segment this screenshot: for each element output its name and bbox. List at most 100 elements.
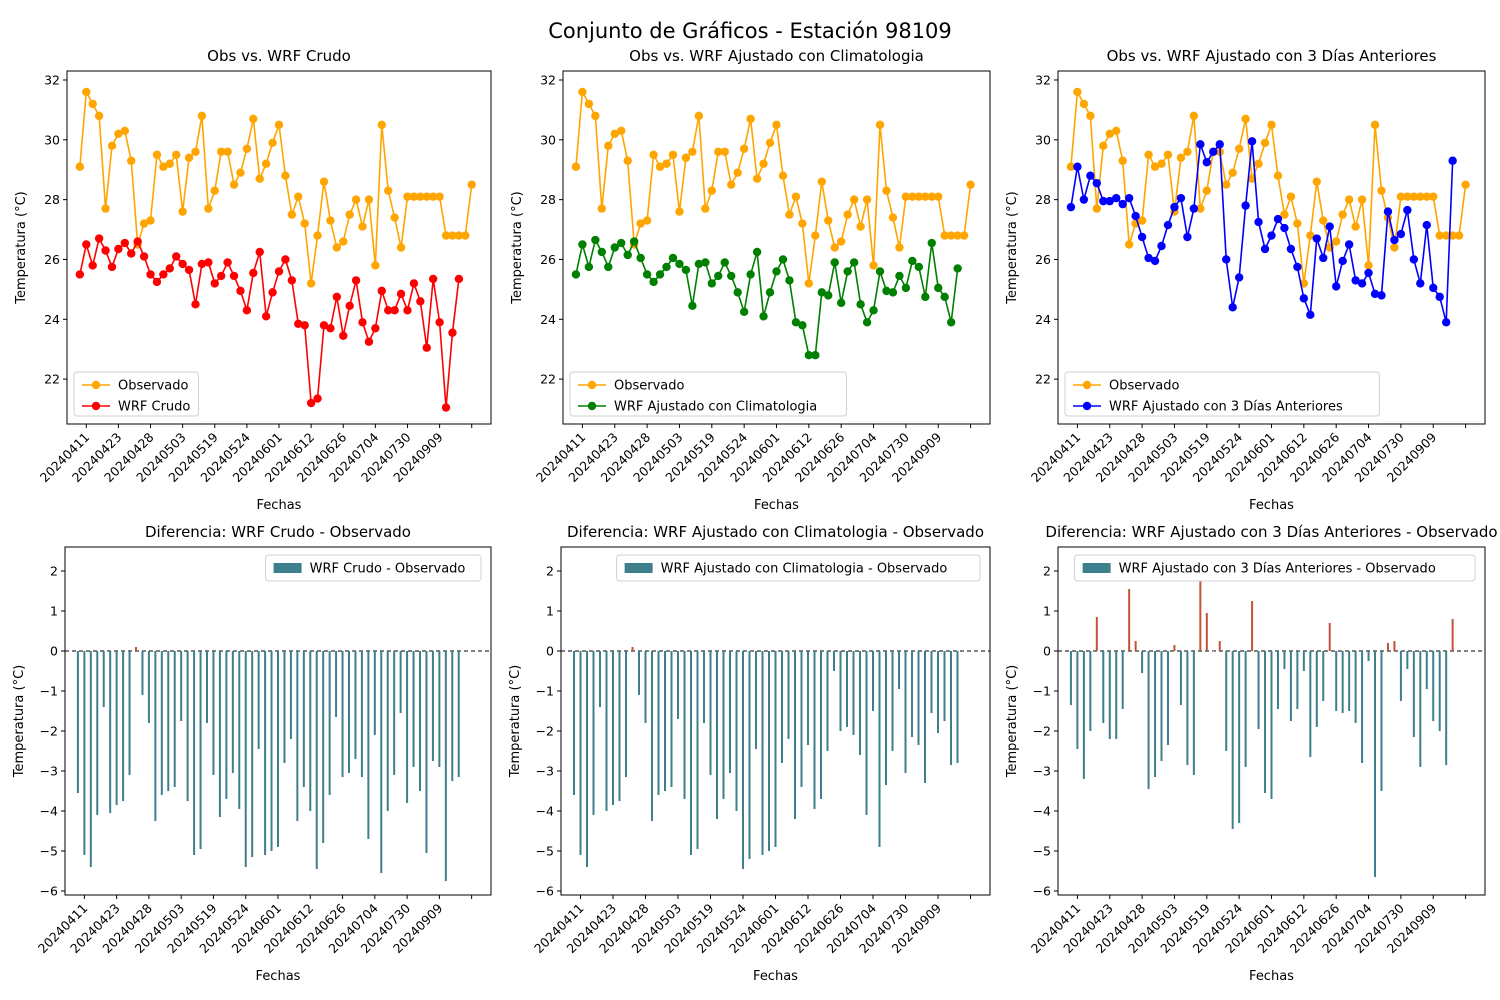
data-bar bbox=[283, 651, 286, 763]
data-point bbox=[82, 240, 91, 249]
data-bar bbox=[393, 651, 396, 775]
data-point bbox=[856, 222, 865, 231]
data-point bbox=[255, 247, 264, 257]
legend-box bbox=[1074, 554, 1476, 582]
data-bar bbox=[748, 651, 751, 859]
data-bar bbox=[651, 651, 653, 821]
data-bar bbox=[1141, 651, 1144, 673]
legend-marker bbox=[1082, 380, 1092, 390]
data-point bbox=[184, 153, 194, 162]
data-bar bbox=[657, 651, 660, 795]
data-point bbox=[733, 288, 742, 297]
data-bar bbox=[1451, 619, 1454, 651]
data-bar bbox=[1160, 651, 1163, 761]
data-bar bbox=[846, 651, 848, 727]
data-point bbox=[836, 298, 846, 308]
data-point bbox=[746, 270, 755, 279]
data-point bbox=[623, 250, 632, 260]
data-point bbox=[617, 238, 626, 248]
data-point bbox=[281, 171, 290, 180]
data-point bbox=[274, 267, 284, 276]
data-bar bbox=[1231, 651, 1234, 829]
data-bar bbox=[943, 651, 946, 721]
data-point bbox=[229, 180, 239, 189]
data-point bbox=[1254, 159, 1263, 168]
x-axis-label: Fechas bbox=[753, 969, 798, 984]
data-point bbox=[869, 261, 878, 270]
plot-frame bbox=[560, 546, 991, 896]
data-point bbox=[1409, 255, 1419, 264]
data-point bbox=[1150, 162, 1160, 171]
data-point bbox=[727, 180, 736, 189]
data-point bbox=[146, 270, 155, 279]
data-bar bbox=[173, 651, 176, 787]
y-tick-label: −2 bbox=[1033, 724, 1051, 739]
data-point bbox=[1293, 262, 1302, 272]
data-point bbox=[927, 238, 936, 248]
data-bar bbox=[677, 651, 679, 719]
y-tick-label: 2 bbox=[50, 564, 58, 579]
data-point bbox=[384, 306, 393, 315]
data-point bbox=[1092, 204, 1102, 213]
data-point bbox=[1247, 137, 1257, 146]
data-bar bbox=[683, 651, 686, 799]
y-tick-label: −1 bbox=[1033, 684, 1051, 699]
data-point bbox=[364, 337, 374, 346]
data-point bbox=[1280, 223, 1289, 233]
legend-label: WRF Ajustado con 3 Días Anteriores bbox=[1109, 400, 1343, 415]
data-bar bbox=[833, 651, 835, 671]
data-point bbox=[165, 264, 174, 273]
data-bar bbox=[257, 651, 260, 749]
legend-marker bbox=[587, 380, 597, 390]
data-point bbox=[1331, 237, 1341, 246]
y-tick-label: −3 bbox=[40, 764, 58, 779]
data-bar bbox=[328, 651, 331, 795]
data-bar bbox=[1393, 641, 1396, 651]
legend-box bbox=[569, 371, 847, 417]
data-point bbox=[1390, 243, 1399, 252]
chart-title: Obs vs. WRF Ajustado con Climatologia bbox=[629, 47, 924, 65]
data-bar bbox=[89, 651, 92, 867]
data-point bbox=[1124, 240, 1134, 249]
data-point bbox=[1241, 201, 1250, 210]
data-point bbox=[1422, 220, 1431, 230]
data-point bbox=[759, 159, 768, 168]
data-bar bbox=[289, 651, 292, 739]
data-point bbox=[1435, 231, 1444, 240]
data-point bbox=[249, 268, 258, 278]
data-point bbox=[578, 240, 587, 249]
data-point bbox=[88, 99, 97, 109]
data-bar bbox=[1257, 651, 1260, 729]
data-point bbox=[1267, 120, 1276, 130]
data-bar bbox=[1095, 617, 1098, 651]
legend-label: Observado bbox=[118, 379, 189, 394]
data-point bbox=[377, 120, 386, 130]
data-point bbox=[1228, 303, 1237, 312]
data-point bbox=[1338, 210, 1347, 219]
data-point bbox=[1409, 192, 1419, 201]
y-tick-label: −4 bbox=[536, 804, 554, 819]
data-bar bbox=[154, 651, 157, 821]
data-bar bbox=[787, 651, 790, 739]
data-point bbox=[94, 111, 104, 121]
data-bar bbox=[1108, 651, 1111, 739]
data-bar bbox=[820, 651, 822, 799]
data-bar bbox=[1205, 613, 1208, 651]
data-point bbox=[1357, 279, 1367, 288]
data-point bbox=[306, 279, 316, 288]
data-point bbox=[772, 120, 781, 130]
data-bar bbox=[1186, 651, 1189, 765]
chart-bot2: Diferencia: WRF Ajustado con Climatologi… bbox=[508, 523, 991, 984]
data-bar bbox=[755, 651, 757, 749]
data-bar bbox=[444, 651, 447, 881]
data-bar bbox=[612, 651, 614, 805]
data-point bbox=[1157, 159, 1166, 168]
data-point bbox=[1319, 216, 1328, 225]
data-point bbox=[1312, 234, 1321, 243]
data-point bbox=[765, 138, 775, 147]
data-bar bbox=[238, 651, 241, 809]
data-bar bbox=[735, 651, 738, 811]
y-tick-label: −4 bbox=[40, 804, 58, 819]
data-bar bbox=[930, 651, 933, 713]
data-point bbox=[1461, 180, 1470, 189]
